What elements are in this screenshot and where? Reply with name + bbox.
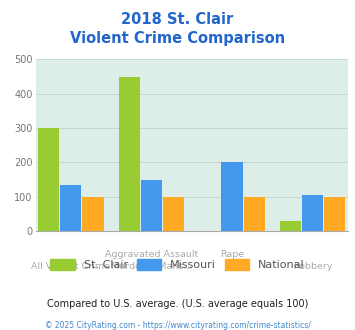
Bar [163,197,184,231]
Bar [38,128,59,231]
Text: Rape: Rape [220,250,244,259]
Bar [82,197,104,231]
Text: Murder & Mans...: Murder & Mans... [111,262,192,271]
Bar [324,197,345,231]
Text: All Violent Crime: All Violent Crime [31,262,110,271]
Text: 2018 St. Clair: 2018 St. Clair [121,12,234,26]
Bar [244,197,265,231]
Text: Compared to U.S. average. (U.S. average equals 100): Compared to U.S. average. (U.S. average … [47,299,308,309]
Bar [141,180,162,231]
Bar [222,162,242,231]
Bar [119,77,140,231]
Text: © 2025 CityRating.com - https://www.cityrating.com/crime-statistics/: © 2025 CityRating.com - https://www.city… [45,321,310,330]
Bar [60,185,81,231]
Text: Robbery: Robbery [293,262,332,271]
Bar [302,195,323,231]
Bar [280,221,301,231]
Text: Aggravated Assault: Aggravated Assault [105,250,198,259]
Legend: St. Clair, Missouri, National: St. Clair, Missouri, National [47,255,308,273]
Text: Violent Crime Comparison: Violent Crime Comparison [70,31,285,46]
